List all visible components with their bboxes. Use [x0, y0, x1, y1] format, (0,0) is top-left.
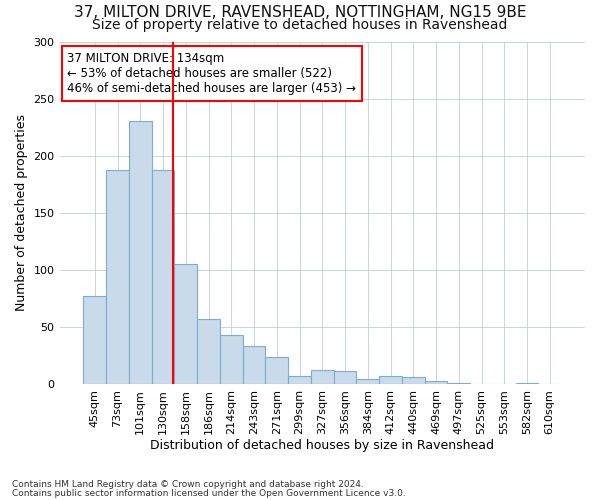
- Bar: [356, 380, 379, 384]
- Bar: [175, 264, 197, 384]
- Bar: [402, 377, 425, 384]
- Bar: [334, 372, 356, 384]
- Text: Contains HM Land Registry data © Crown copyright and database right 2024.: Contains HM Land Registry data © Crown c…: [12, 480, 364, 489]
- Text: 37, MILTON DRIVE, RAVENSHEAD, NOTTINGHAM, NG15 9BE: 37, MILTON DRIVE, RAVENSHEAD, NOTTINGHAM…: [74, 5, 526, 20]
- Bar: [106, 170, 129, 384]
- Bar: [425, 380, 448, 384]
- Bar: [83, 296, 106, 384]
- Bar: [129, 122, 152, 384]
- Bar: [288, 376, 311, 384]
- Bar: [152, 170, 175, 384]
- Text: Size of property relative to detached houses in Ravenshead: Size of property relative to detached ho…: [92, 18, 508, 32]
- Text: 37 MILTON DRIVE: 134sqm
← 53% of detached houses are smaller (522)
46% of semi-d: 37 MILTON DRIVE: 134sqm ← 53% of detache…: [67, 52, 356, 95]
- Bar: [515, 383, 538, 384]
- Bar: [220, 335, 242, 384]
- Bar: [242, 346, 265, 384]
- Bar: [379, 376, 402, 384]
- Bar: [311, 370, 334, 384]
- Y-axis label: Number of detached properties: Number of detached properties: [15, 114, 28, 311]
- Bar: [448, 383, 470, 384]
- Text: Contains public sector information licensed under the Open Government Licence v3: Contains public sector information licen…: [12, 488, 406, 498]
- Bar: [197, 319, 220, 384]
- X-axis label: Distribution of detached houses by size in Ravenshead: Distribution of detached houses by size …: [150, 440, 494, 452]
- Bar: [265, 356, 288, 384]
